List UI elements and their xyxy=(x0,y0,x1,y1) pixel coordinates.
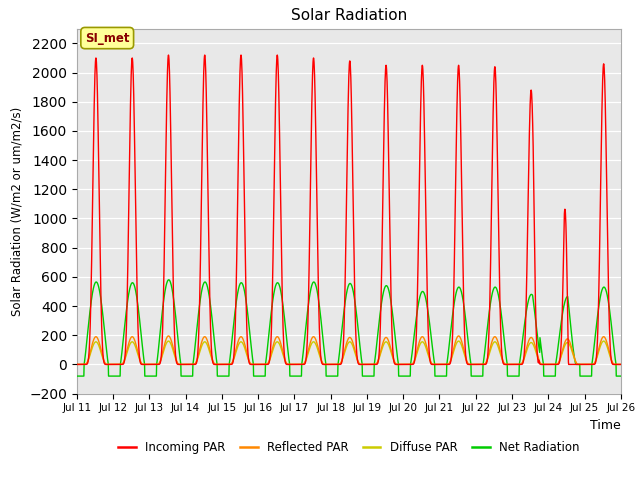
Y-axis label: Solar Radiation (W/m2 or um/m2/s): Solar Radiation (W/m2 or um/m2/s) xyxy=(11,107,24,316)
Text: SI_met: SI_met xyxy=(85,32,129,45)
Legend: Incoming PAR, Reflected PAR, Diffuse PAR, Net Radiation: Incoming PAR, Reflected PAR, Diffuse PAR… xyxy=(113,436,584,459)
Title: Solar Radiation: Solar Radiation xyxy=(291,9,407,24)
X-axis label: Time: Time xyxy=(590,419,621,432)
